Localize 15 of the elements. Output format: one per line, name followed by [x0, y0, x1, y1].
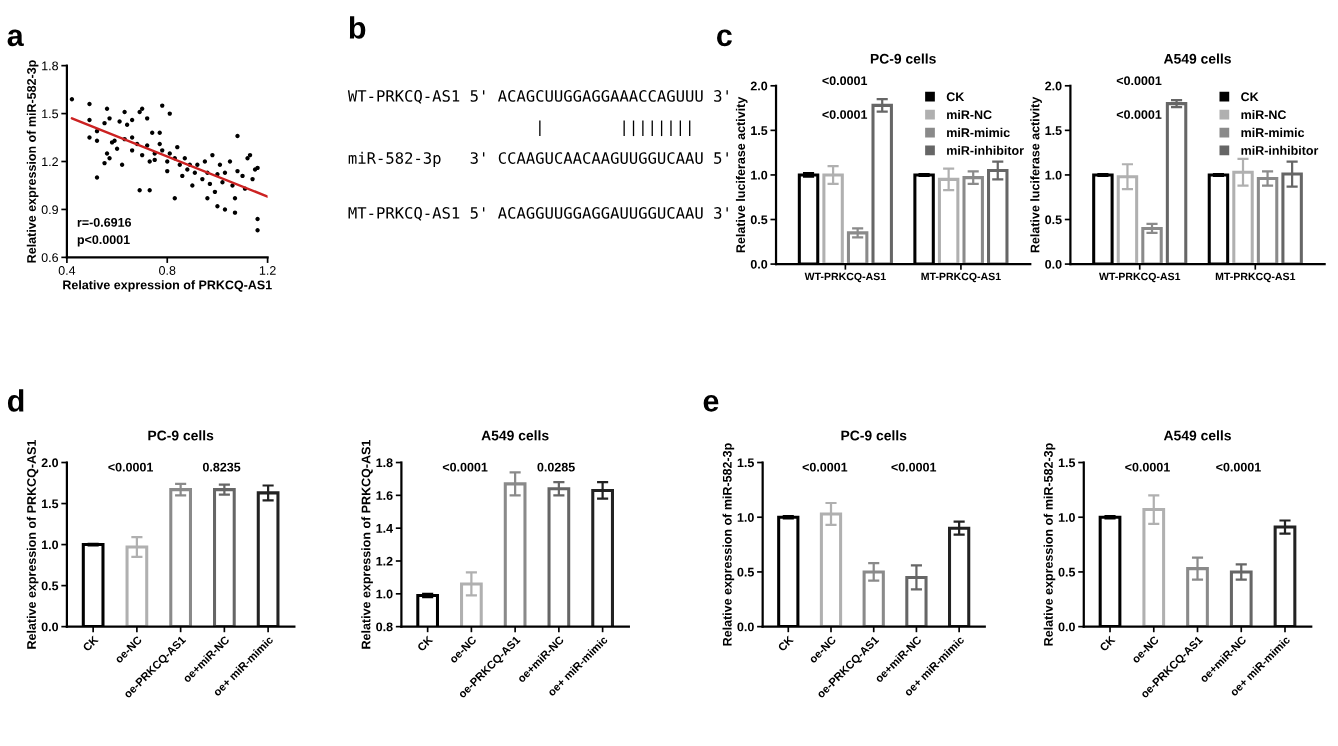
bar — [948, 526, 971, 627]
bar — [213, 488, 236, 627]
bar — [1186, 567, 1209, 627]
bar — [125, 545, 149, 627]
bar — [819, 512, 843, 627]
text: c — [717, 29, 732, 47]
bar — [169, 488, 192, 627]
bar — [1229, 570, 1253, 627]
bar — [256, 491, 280, 627]
bar — [862, 570, 885, 627]
text: b — [349, 16, 366, 39]
bar — [1273, 525, 1297, 627]
text: d — [7, 389, 24, 412]
text: e — [703, 394, 719, 412]
text: a — [7, 29, 24, 47]
